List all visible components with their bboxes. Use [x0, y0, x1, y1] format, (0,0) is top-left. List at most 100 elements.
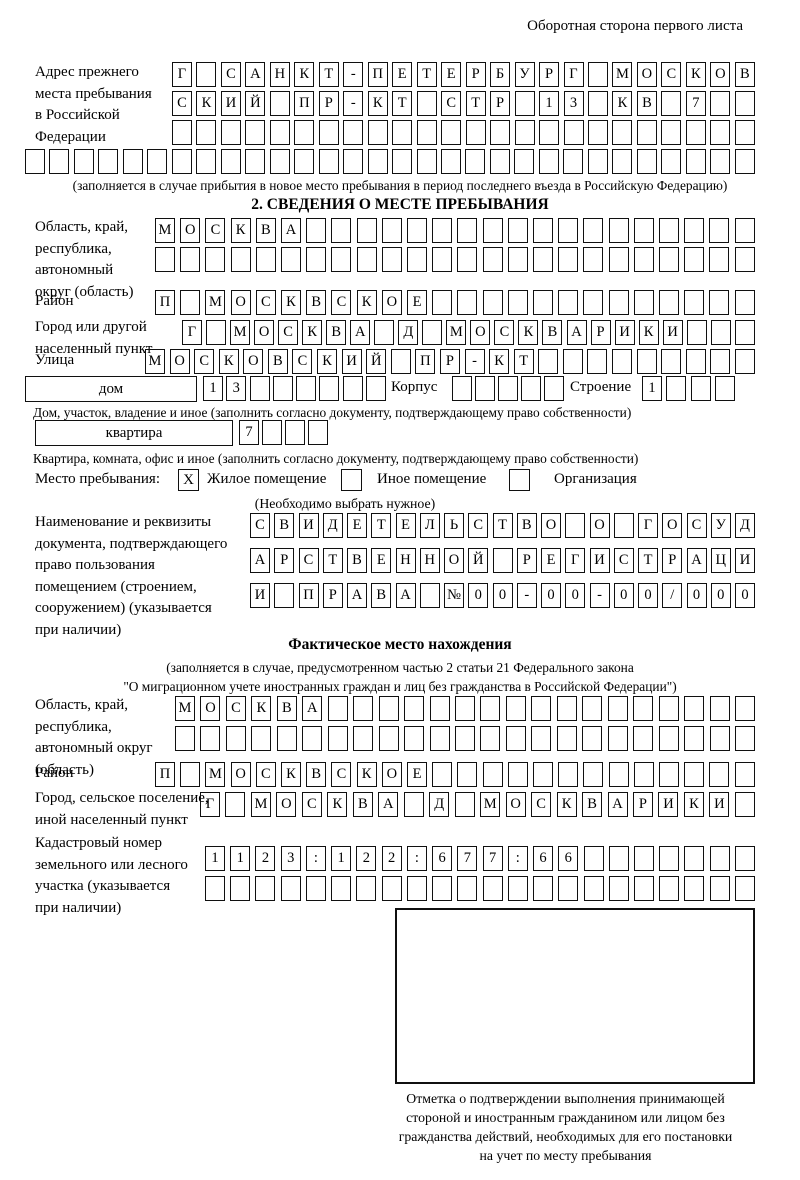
form-cell[interactable]: П	[155, 762, 175, 787]
form-cell[interactable]: В	[255, 218, 276, 243]
form-cell[interactable]: О	[243, 349, 264, 374]
form-cell[interactable]	[353, 726, 374, 751]
form-cell[interactable]: Ь	[444, 513, 464, 538]
form-cell[interactable]: В	[326, 320, 347, 345]
form-cell[interactable]	[661, 91, 682, 116]
form-cell[interactable]	[514, 91, 535, 116]
form-cell[interactable]: 0	[565, 583, 586, 608]
form-cell[interactable]: Н	[395, 548, 416, 573]
form-cell[interactable]	[685, 149, 706, 174]
form-cell[interactable]: 0	[638, 583, 658, 608]
form-cell[interactable]	[269, 149, 290, 174]
form-cell[interactable]: Й	[468, 548, 489, 573]
form-cell[interactable]	[419, 583, 440, 608]
form-cell[interactable]	[661, 149, 682, 174]
form-cell[interactable]: А	[566, 320, 587, 345]
form-cell[interactable]: К	[317, 349, 338, 374]
form-cell[interactable]	[457, 290, 478, 315]
form-cell[interactable]	[734, 120, 755, 145]
form-cell[interactable]	[659, 762, 680, 787]
form-cell[interactable]	[220, 149, 241, 174]
form-cell[interactable]	[225, 726, 246, 751]
form-cell[interactable]	[454, 726, 475, 751]
form-cell[interactable]	[318, 120, 339, 145]
form-cell[interactable]: Р	[322, 583, 343, 608]
form-cell[interactable]	[684, 696, 705, 721]
form-cell[interactable]: Р	[539, 62, 560, 87]
form-cell[interactable]: К	[683, 792, 704, 817]
form-cell[interactable]	[633, 876, 654, 901]
form-cell[interactable]: М	[145, 349, 165, 374]
form-cell[interactable]	[734, 91, 755, 116]
form-cell[interactable]: О	[505, 792, 526, 817]
form-cell[interactable]	[285, 420, 305, 445]
form-cell[interactable]	[608, 247, 629, 272]
form-cell[interactable]: К	[251, 696, 272, 721]
form-cell[interactable]: Т	[513, 349, 534, 374]
form-cell[interactable]: :	[507, 846, 528, 871]
form-cell[interactable]	[220, 120, 241, 145]
form-cell[interactable]: /	[662, 583, 683, 608]
form-cell[interactable]	[331, 218, 352, 243]
form-cell[interactable]	[659, 290, 680, 315]
form-cell[interactable]: Д	[429, 792, 450, 817]
form-cell[interactable]: Д	[322, 513, 343, 538]
form-cell[interactable]	[480, 726, 501, 751]
form-cell[interactable]	[98, 149, 119, 174]
form-cell[interactable]: С	[205, 218, 226, 243]
form-cell[interactable]	[533, 762, 554, 787]
form-cell[interactable]: О	[636, 62, 657, 87]
form-cell[interactable]	[658, 696, 679, 721]
form-cell[interactable]: О	[230, 762, 251, 787]
form-cell[interactable]	[274, 583, 295, 608]
form-cell[interactable]	[633, 846, 654, 871]
form-cell[interactable]	[505, 696, 526, 721]
form-cell[interactable]: Т	[416, 62, 437, 87]
form-cell[interactable]	[608, 218, 629, 243]
form-cell[interactable]: 1	[230, 846, 251, 871]
form-cell[interactable]	[404, 696, 425, 721]
form-cell[interactable]	[172, 120, 192, 145]
form-cell[interactable]: С	[331, 290, 352, 315]
form-cell[interactable]: М	[446, 320, 467, 345]
form-cell[interactable]	[521, 376, 541, 401]
form-cell[interactable]: 0	[735, 583, 755, 608]
form-cell[interactable]	[306, 218, 327, 243]
form-cell[interactable]: М	[155, 218, 175, 243]
form-cell[interactable]	[200, 726, 221, 751]
form-cell[interactable]: Й	[245, 91, 266, 116]
form-cell[interactable]: Т	[318, 62, 339, 87]
form-cell[interactable]	[734, 876, 755, 901]
form-cell[interactable]	[734, 792, 755, 817]
form-cell[interactable]: К	[612, 91, 633, 116]
form-cell[interactable]: В	[516, 513, 537, 538]
form-cell[interactable]: 1	[331, 846, 352, 871]
form-cell[interactable]	[734, 290, 755, 315]
form-cell[interactable]: О	[276, 792, 297, 817]
form-cell[interactable]	[457, 218, 478, 243]
form-cell[interactable]	[533, 876, 554, 901]
form-cell[interactable]	[538, 149, 559, 174]
form-cell[interactable]: И	[220, 91, 241, 116]
form-cell[interactable]	[196, 149, 217, 174]
form-cell[interactable]	[709, 290, 730, 315]
form-cell[interactable]	[636, 149, 657, 174]
form-cell[interactable]: Р	[590, 320, 611, 345]
form-cell[interactable]: Г	[172, 62, 192, 87]
form-cell[interactable]: Е	[392, 62, 413, 87]
form-cell[interactable]: О	[662, 513, 683, 538]
form-cell[interactable]	[155, 247, 175, 272]
form-cell[interactable]: №	[444, 583, 464, 608]
form-cell[interactable]	[709, 762, 730, 787]
form-cell[interactable]	[407, 247, 428, 272]
form-cell[interactable]	[230, 247, 251, 272]
form-cell[interactable]	[296, 376, 317, 401]
form-cell[interactable]	[531, 726, 552, 751]
form-cell[interactable]: -	[464, 349, 485, 374]
form-cell[interactable]: К	[327, 792, 348, 817]
form-cell[interactable]	[482, 290, 503, 315]
form-cell[interactable]	[633, 247, 654, 272]
form-cell[interactable]: И	[614, 320, 635, 345]
form-cell[interactable]	[587, 149, 608, 174]
form-cell[interactable]: К	[218, 349, 239, 374]
